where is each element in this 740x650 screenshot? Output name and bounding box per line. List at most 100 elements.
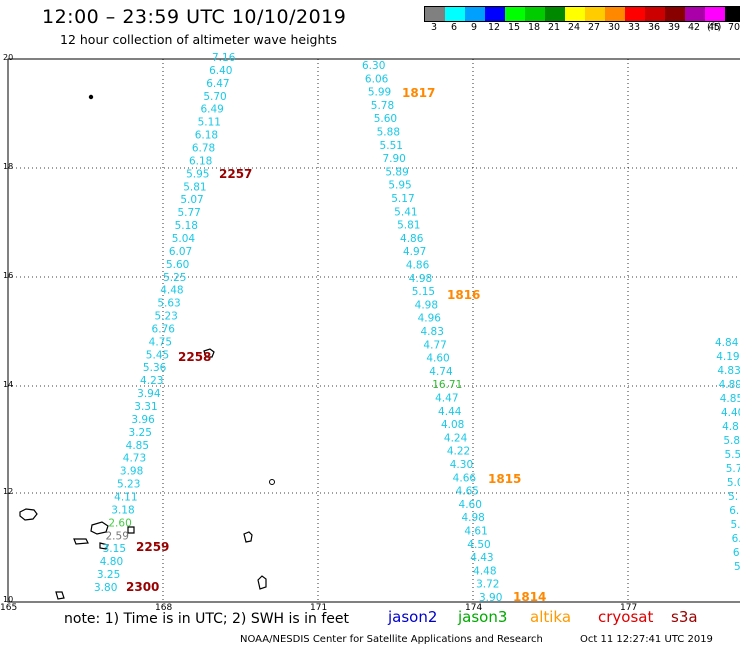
wave-height-value: 4.22 <box>447 446 470 458</box>
wave-height-value: 4.48 <box>160 285 183 297</box>
wave-height-value: 4.48 <box>473 565 496 577</box>
wave-height-value: 4.44 <box>438 406 462 418</box>
wave-height-value: 4.24 <box>444 432 468 444</box>
legend-swatch <box>445 7 465 21</box>
wave-height-value: 4.40 <box>721 407 740 419</box>
time-label: 2300 <box>126 580 159 594</box>
wave-height-value: 5.17 <box>391 193 414 205</box>
wave-height-value: 5.04 <box>172 233 196 245</box>
wave-height-value: 4.85 <box>126 440 149 452</box>
color-scale-unit: (ft) <box>707 22 722 33</box>
wave-height-value: 4.8 <box>722 421 739 433</box>
legend-swatch <box>585 7 605 21</box>
wave-height-value: 4.98 <box>409 273 432 285</box>
wave-height-value: 5.41 <box>394 206 417 218</box>
wave-height-value: 4.66 <box>453 472 477 484</box>
time-label: 2257 <box>219 167 252 181</box>
wave-height-value: 4.73 <box>123 453 146 465</box>
legend-label: 3 <box>430 22 438 33</box>
wave-height-value: 6.18 <box>189 155 212 167</box>
legend-swatch <box>625 7 645 21</box>
longitude-label: 174 <box>465 603 483 613</box>
legend-swatch <box>725 7 740 21</box>
wave-height-value: 5.23 <box>117 479 140 491</box>
wave-height-value: 5.18 <box>175 220 198 232</box>
wave-height-value: 4.77 <box>423 339 446 351</box>
legend-swatch <box>505 7 525 21</box>
satellite-label-cryosat: cryosat <box>598 608 654 626</box>
legend-label: 15 <box>507 22 521 33</box>
legend-label: 24 <box>567 22 581 33</box>
wave-height-value: 3.31 <box>134 401 157 413</box>
wave-height-value: 3.18 <box>111 504 134 516</box>
legend-swatch <box>565 7 585 21</box>
page-title: 12:00 – 23:59 UTC 10/10/2019 <box>42 6 347 28</box>
time-label: 2258 <box>178 350 211 364</box>
satellite-label-jason2: jason2 <box>388 608 438 626</box>
satellite-label-s3a: s3a <box>671 608 698 626</box>
wave-height-value: 6.06 <box>365 73 389 85</box>
legend-label: 36 <box>647 22 661 33</box>
wave-height-value: 4.60 <box>426 353 449 365</box>
wave-height-value: 16.71 <box>432 379 462 391</box>
footer-credit: NOAA/NESDIS Center for Satellite Applica… <box>240 634 543 645</box>
legend-label: 9 <box>470 22 478 33</box>
track-values-layer: 7.166.406.475.706.495.116.186.786.185.95… <box>94 52 740 604</box>
island-dot <box>88 94 94 100</box>
legend-label: 33 <box>627 22 641 33</box>
time-label: 2259 <box>136 540 169 554</box>
map-frame <box>7 58 740 603</box>
wave-height-value: 5.95 <box>388 180 411 192</box>
time-label: 1816 <box>447 288 480 302</box>
wave-height-value: 5.25 <box>163 272 186 284</box>
legend-swatch <box>525 7 545 21</box>
wave-height-value: 5.0 <box>727 477 740 489</box>
wave-height-value: 4.75 <box>149 336 172 348</box>
wave-height-value: 5.5 <box>725 449 740 461</box>
island-outline <box>243 531 253 543</box>
wave-height-value: 4.98 <box>461 512 484 524</box>
island-outlines <box>19 94 275 600</box>
wave-height-value: 2.59 <box>106 530 129 542</box>
wave-height-value: 4.65 <box>456 486 479 498</box>
legend-swatch <box>665 7 685 21</box>
color-scale-labels: 3 6 9 12 15 18 21 24 27 30 33 36 39 42 45 70 <box>424 22 740 34</box>
island-outline <box>55 591 65 600</box>
latitude-label: 20 <box>3 53 14 62</box>
wave-height-value: 3.25 <box>129 427 152 439</box>
wave-height-value: 5. <box>734 561 740 573</box>
island-outline <box>127 526 135 534</box>
footer-timestamp: Oct 11 12:27:41 UTC 2019 <box>580 634 713 645</box>
legend-label: 45 <box>707 22 721 33</box>
island-outline <box>90 521 109 535</box>
wave-height-value: 5.88 <box>377 127 400 139</box>
latitude-label: 16 <box>3 271 14 280</box>
legend-label: 70 <box>727 22 740 33</box>
island-outline <box>99 542 109 550</box>
wave-height-value: 6.30 <box>362 60 385 72</box>
wave-height-value: 5.8 <box>723 435 740 447</box>
wave-height-value: 4.43 <box>470 552 493 564</box>
latitude-label: 12 <box>3 487 14 496</box>
time-label: 1817 <box>402 86 435 100</box>
wave-height-value: 3.25 <box>97 569 120 581</box>
longitude-label: 168 <box>155 603 173 613</box>
wave-height-value: 6. <box>732 533 740 545</box>
wave-height-value: 4.50 <box>467 539 490 551</box>
legend-label: 18 <box>527 22 541 33</box>
legend-label: 12 <box>487 22 501 33</box>
wave-height-value: 4.80 <box>100 556 123 568</box>
legend-swatch <box>605 7 625 21</box>
wave-height-value: 5.45 <box>146 349 169 361</box>
wave-height-value: 2.60 <box>108 517 131 529</box>
longitude-label: 177 <box>620 603 638 613</box>
wave-height-value: 5.81 <box>397 220 420 232</box>
wave-height-value: 4.11 <box>114 492 137 504</box>
wave-height-value: 5.60 <box>374 113 397 125</box>
wave-height-value: 5.77 <box>177 207 200 219</box>
wave-height-value: 5.99 <box>368 87 391 99</box>
wave-height-value: 4.60 <box>459 499 482 511</box>
time-label: 1814 <box>513 590 546 604</box>
wave-height-value: 5.11 <box>198 117 221 129</box>
